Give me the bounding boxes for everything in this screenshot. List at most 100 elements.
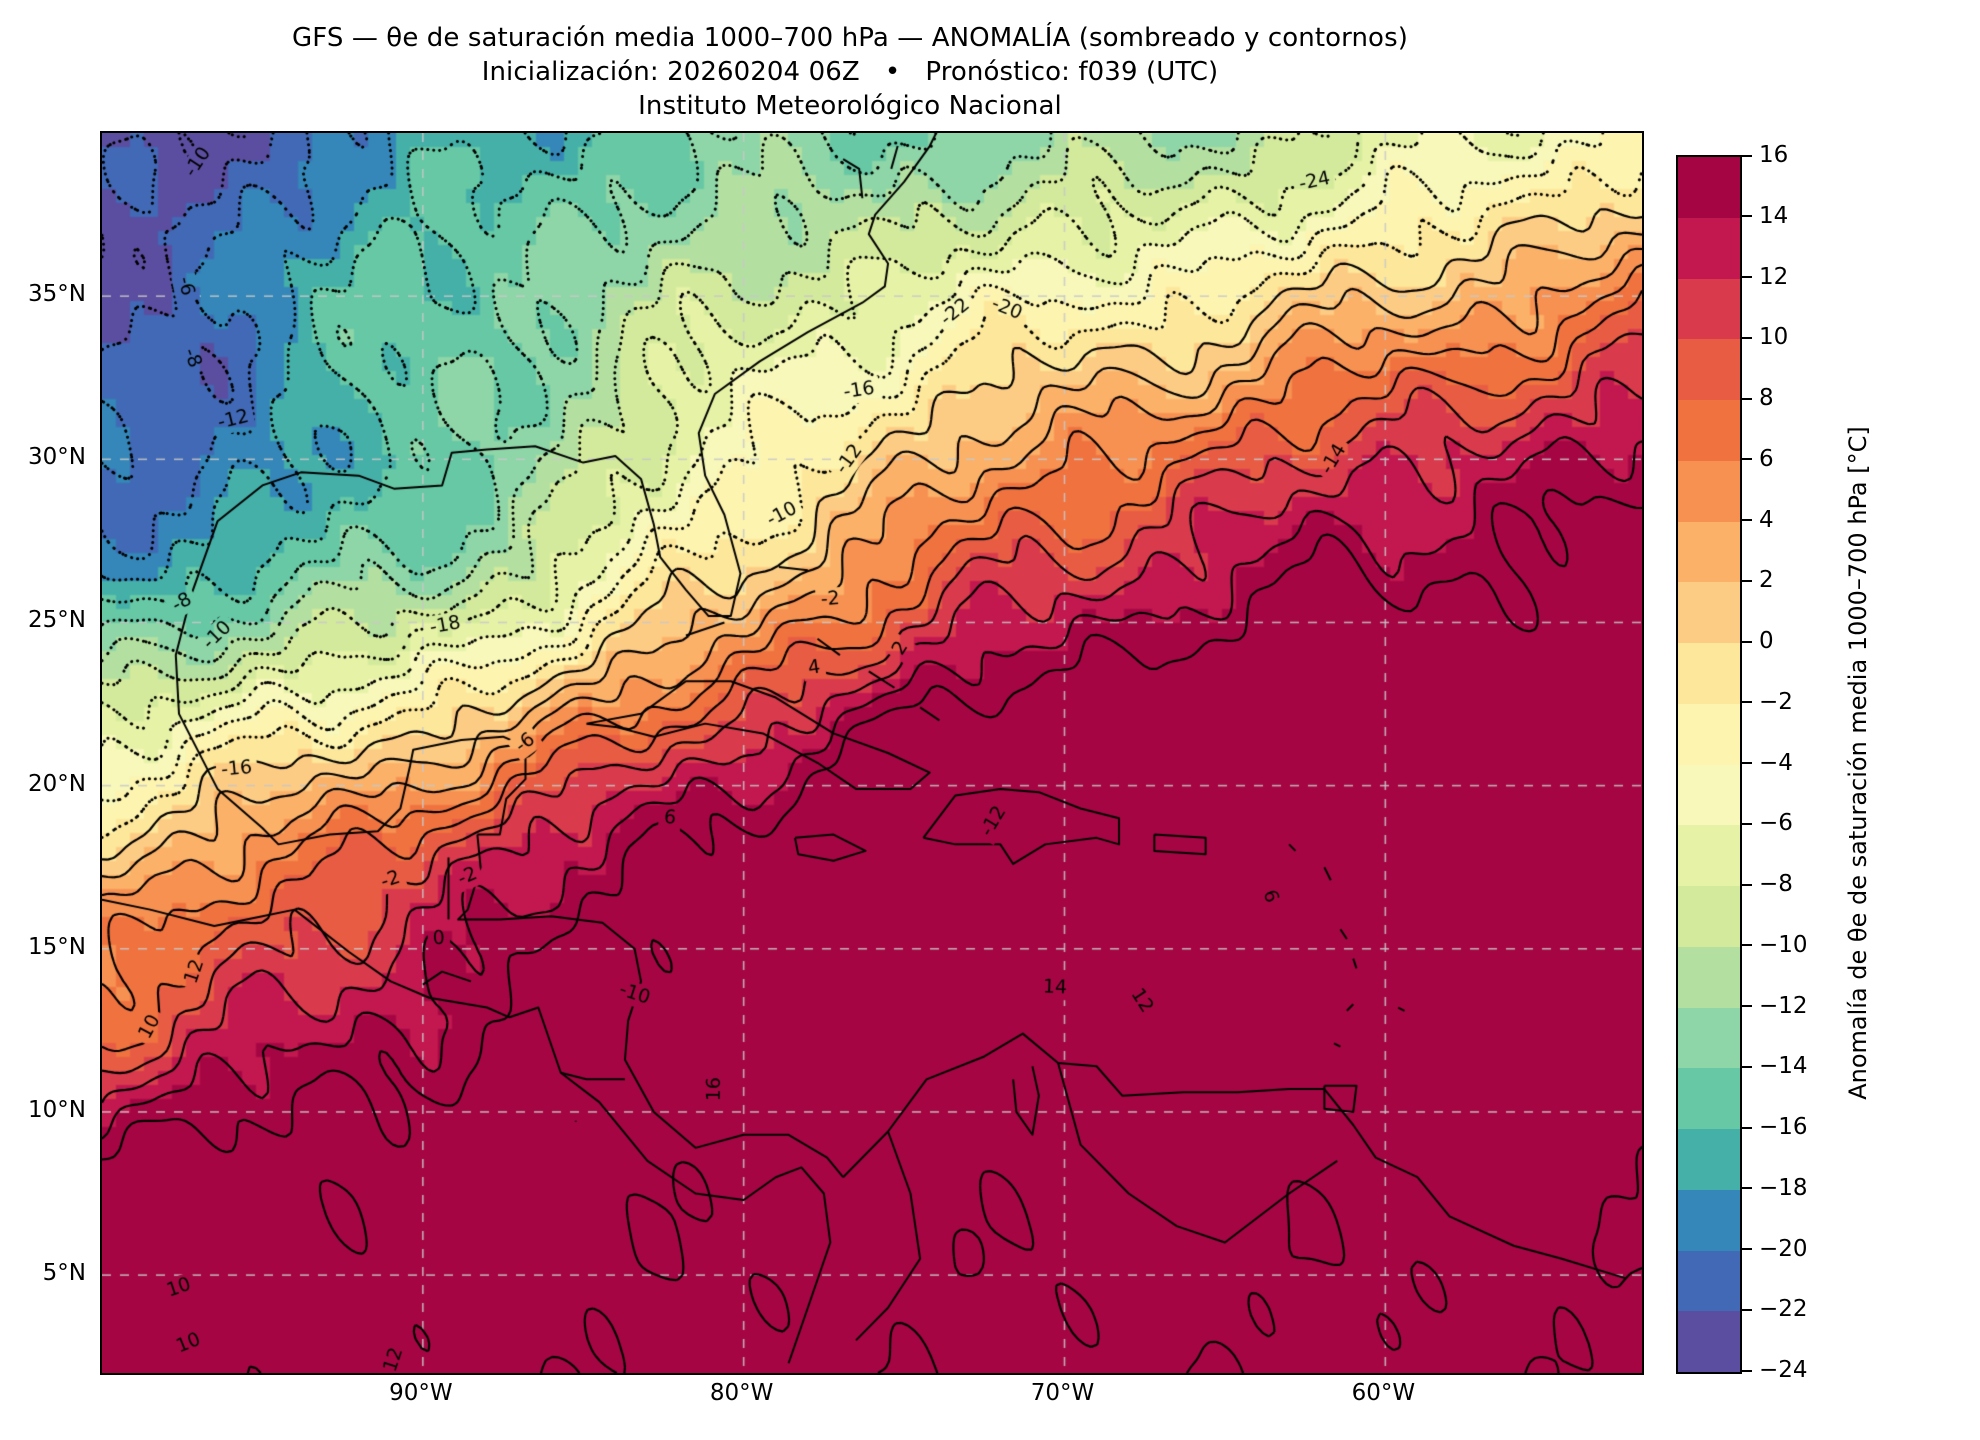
colorbar-tick-label: 16 <box>1759 142 1789 168</box>
colorbar-segment <box>1678 1129 1740 1190</box>
tick-mark <box>1740 1248 1752 1250</box>
colorbar-segment <box>1678 521 1740 583</box>
tick-mark <box>1740 1065 1752 1068</box>
colorbar-tick-label: −2 <box>1759 688 1793 715</box>
longitude-tick-label: 80°W <box>709 1380 774 1406</box>
colorbar-tick-label: 8 <box>1759 385 1774 411</box>
longitude-tick-label: 90°W <box>389 1380 453 1406</box>
tick-mark <box>1740 883 1752 886</box>
tick-mark <box>1740 944 1752 947</box>
tick-mark <box>1740 154 1752 157</box>
colorbar-tick: −20 <box>1740 1236 1808 1262</box>
colorbar-segment <box>1678 157 1740 218</box>
colorbar-tick-label: −8 <box>1759 871 1793 897</box>
colorbar-tick-label: −14 <box>1759 1053 1808 1080</box>
tick-mark <box>1740 276 1752 278</box>
colorbar-tick: 6 <box>1740 446 1774 472</box>
tick-mark <box>1740 1005 1752 1007</box>
colorbar-tick-label: −6 <box>1759 810 1793 837</box>
latitude-tick-label: 30°N <box>28 444 86 471</box>
colorbar-segment <box>1678 1007 1740 1069</box>
latitude-tick-label: 10°N <box>28 1096 86 1123</box>
colorbar-tick-label: −12 <box>1759 992 1808 1019</box>
colorbar-segment <box>1678 1068 1740 1129</box>
colorbar-tick-label: 4 <box>1759 506 1774 533</box>
colorbar-tick-label: 2 <box>1759 567 1774 594</box>
colorbar-tick: 14 <box>1740 203 1788 229</box>
colorbar-tick-label: −24 <box>1759 1357 1808 1383</box>
latitude-tick-label: 5°N <box>42 1260 86 1287</box>
latitude-tick-label: 35°N <box>28 281 86 308</box>
colorbar-segment <box>1678 703 1740 765</box>
tick-mark <box>1740 579 1752 582</box>
tick-mark <box>1740 822 1752 825</box>
colorbar-tick: −24 <box>1740 1357 1808 1383</box>
tick-mark <box>1740 1187 1752 1190</box>
colorbar-tick: 12 <box>1740 264 1788 290</box>
latitude-tick-label: 25°N <box>28 607 86 634</box>
colorbar-axis-label: Anomalía de θe de saturación media 1000–… <box>1838 155 1878 1370</box>
colorbar-segment <box>1678 1189 1740 1251</box>
colorbar-segment <box>1678 764 1740 826</box>
colorbar-tick-label: 6 <box>1759 445 1774 472</box>
colorbar-segment <box>1678 339 1740 400</box>
colorbar-tick: 2 <box>1740 567 1774 593</box>
colorbar-tick-label: −4 <box>1759 749 1793 776</box>
colorbar-segment <box>1678 643 1740 704</box>
colorbar-label-text: Anomalía de θe de saturación media 1000–… <box>1844 425 1872 1100</box>
colorbar-tick: 0 <box>1740 628 1774 654</box>
colorbar-segment <box>1678 825 1740 886</box>
colorbar-segment <box>1678 460 1740 522</box>
colorbar-tick-label: 10 <box>1759 324 1789 351</box>
tick-mark <box>1740 336 1752 339</box>
colorbar-segment <box>1678 278 1740 340</box>
colorbar-tick: −4 <box>1740 750 1793 776</box>
tick-mark <box>1740 1369 1752 1372</box>
chart-institution: Instituto Meteorológico Nacional <box>638 90 1062 121</box>
chart-subtitle-init: Inicialización: 20260204 06Z • Pronóstic… <box>481 56 1219 87</box>
contour-coastline-layer <box>102 133 1642 1373</box>
colorbar-tick: 16 <box>1740 142 1788 168</box>
colorbar-tick: 8 <box>1740 385 1774 411</box>
colorbar-tick-label: 14 <box>1759 202 1789 229</box>
colorbar-tick-label: −10 <box>1759 931 1808 958</box>
longitude-tick-label: 60°W <box>1351 1380 1416 1406</box>
tick-mark <box>1740 215 1752 218</box>
colorbar-segment <box>1678 946 1740 1008</box>
colorbar-tick: −8 <box>1740 871 1793 897</box>
colorbar-tick: −10 <box>1740 932 1808 958</box>
colorbar-segment <box>1678 1311 1740 1372</box>
tick-mark <box>1740 519 1752 521</box>
colorbar-segment <box>1678 1250 1740 1312</box>
tick-mark <box>1740 762 1752 764</box>
colorbar-tick-label: −18 <box>1759 1174 1808 1201</box>
colorbar-tick: −18 <box>1740 1175 1808 1201</box>
colorbar-tick-label: 0 <box>1759 628 1774 654</box>
colorbar-tick-label: −20 <box>1759 1235 1808 1262</box>
tick-mark <box>1740 397 1752 400</box>
colorbar-tick: −6 <box>1740 810 1793 836</box>
colorbar-segment <box>1678 400 1740 461</box>
colorbar-tick: −16 <box>1740 1114 1808 1140</box>
colorbar-tick: 10 <box>1740 324 1788 350</box>
colorbar-tick: −22 <box>1740 1296 1808 1322</box>
tick-mark <box>1740 1308 1752 1311</box>
colorbar-tick-label: 12 <box>1759 263 1789 290</box>
colorbar-segment <box>1678 217 1740 279</box>
chart-title-block: GFS — θe de saturación media 1000–700 hP… <box>0 22 1700 123</box>
map-plot-area <box>100 131 1644 1375</box>
tick-mark <box>1740 1126 1752 1129</box>
colorbar-segment <box>1678 886 1740 947</box>
colorbar-tick-label: −16 <box>1759 1114 1808 1140</box>
colorbar-tick: −2 <box>1740 689 1793 715</box>
colorbar-tick: 4 <box>1740 507 1774 533</box>
latitude-tick-label: 20°N <box>28 770 86 797</box>
colorbar <box>1676 155 1742 1374</box>
colorbar-tick: −12 <box>1740 993 1808 1019</box>
tick-mark <box>1740 640 1752 643</box>
colorbar-tick: −14 <box>1740 1053 1808 1079</box>
latitude-tick-label: 15°N <box>28 933 86 960</box>
colorbar-tick-label: −22 <box>1759 1296 1808 1323</box>
page-title: GFS — θe de saturación media 1000–700 hP… <box>292 23 1408 53</box>
tick-mark <box>1740 458 1752 461</box>
